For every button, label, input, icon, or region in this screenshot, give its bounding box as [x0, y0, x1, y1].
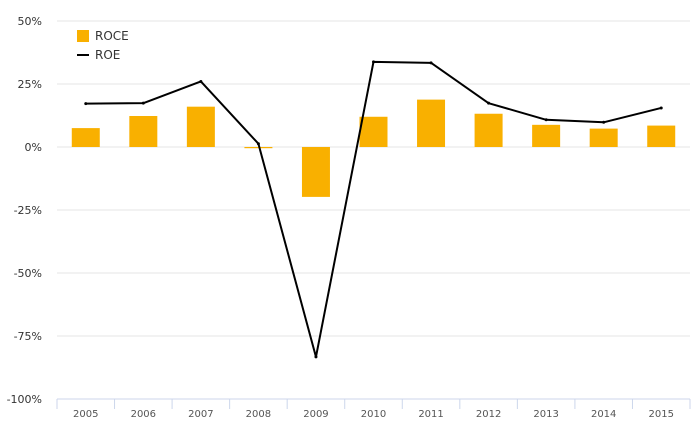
- y-tick-label: -100%: [7, 393, 42, 406]
- roe-point: [659, 106, 663, 110]
- roe-point: [84, 102, 88, 106]
- y-tick-label: -50%: [14, 267, 42, 280]
- roce-bar: [301, 147, 330, 197]
- x-tick-label: 2007: [188, 409, 213, 420]
- roe-point: [602, 120, 606, 124]
- y-tick-label: 25%: [18, 78, 42, 91]
- roce-bar: [532, 124, 561, 147]
- roce-bar: [359, 116, 388, 147]
- x-tick-label: 2010: [361, 409, 386, 420]
- x-tick-label: 2012: [476, 409, 501, 420]
- roce-bar: [71, 128, 100, 147]
- x-axis: [56, 398, 691, 409]
- x-tick-label: 2013: [533, 409, 558, 420]
- legend-roce-label: ROCE: [95, 29, 129, 43]
- roce-bar: [244, 147, 273, 149]
- legend: ROCE ROE: [77, 29, 129, 62]
- y-tick-label: -75%: [14, 330, 42, 343]
- roe-point: [141, 101, 145, 105]
- x-tick-label: 2011: [418, 409, 443, 420]
- roce-bar: [129, 116, 158, 147]
- roe-point: [372, 60, 375, 64]
- roe-point: [544, 118, 548, 122]
- x-tick-label: 2006: [131, 409, 156, 420]
- x-tick-label: 2005: [73, 409, 98, 420]
- legend-roe-label: ROE: [95, 48, 120, 62]
- y-tick-label: 50%: [18, 15, 42, 28]
- y-axis-tick-labels: 50% 25% 0% -25% -50% -75% -100%: [7, 15, 42, 406]
- x-tick-label: 2008: [246, 409, 271, 420]
- roce-bar: [474, 113, 503, 147]
- roe-point: [199, 79, 203, 83]
- roce-bar: [186, 106, 215, 147]
- y-tick-label: 0%: [25, 141, 42, 154]
- x-tick-label: 2015: [649, 409, 674, 420]
- roce-bar: [647, 125, 676, 147]
- legend-roce-swatch: [77, 30, 89, 42]
- gridlines: [57, 20, 690, 337]
- roe-line: [85, 60, 662, 358]
- roe-point: [487, 101, 491, 105]
- roce-bars: [71, 99, 676, 197]
- x-tick-label: 2009: [303, 409, 328, 420]
- roe-point: [429, 61, 433, 65]
- y-tick-label: -25%: [14, 204, 42, 217]
- roe-point: [314, 355, 318, 359]
- roce-bar: [417, 99, 446, 147]
- roe-point: [256, 142, 260, 146]
- x-tick-label: 2014: [591, 409, 616, 420]
- roce-bar: [589, 128, 618, 147]
- x-axis-tick-labels: 2005 2006 2007 2008 2009 2010 2011 2012 2013 2014…: [73, 409, 674, 420]
- roe-line-layer: [84, 60, 663, 359]
